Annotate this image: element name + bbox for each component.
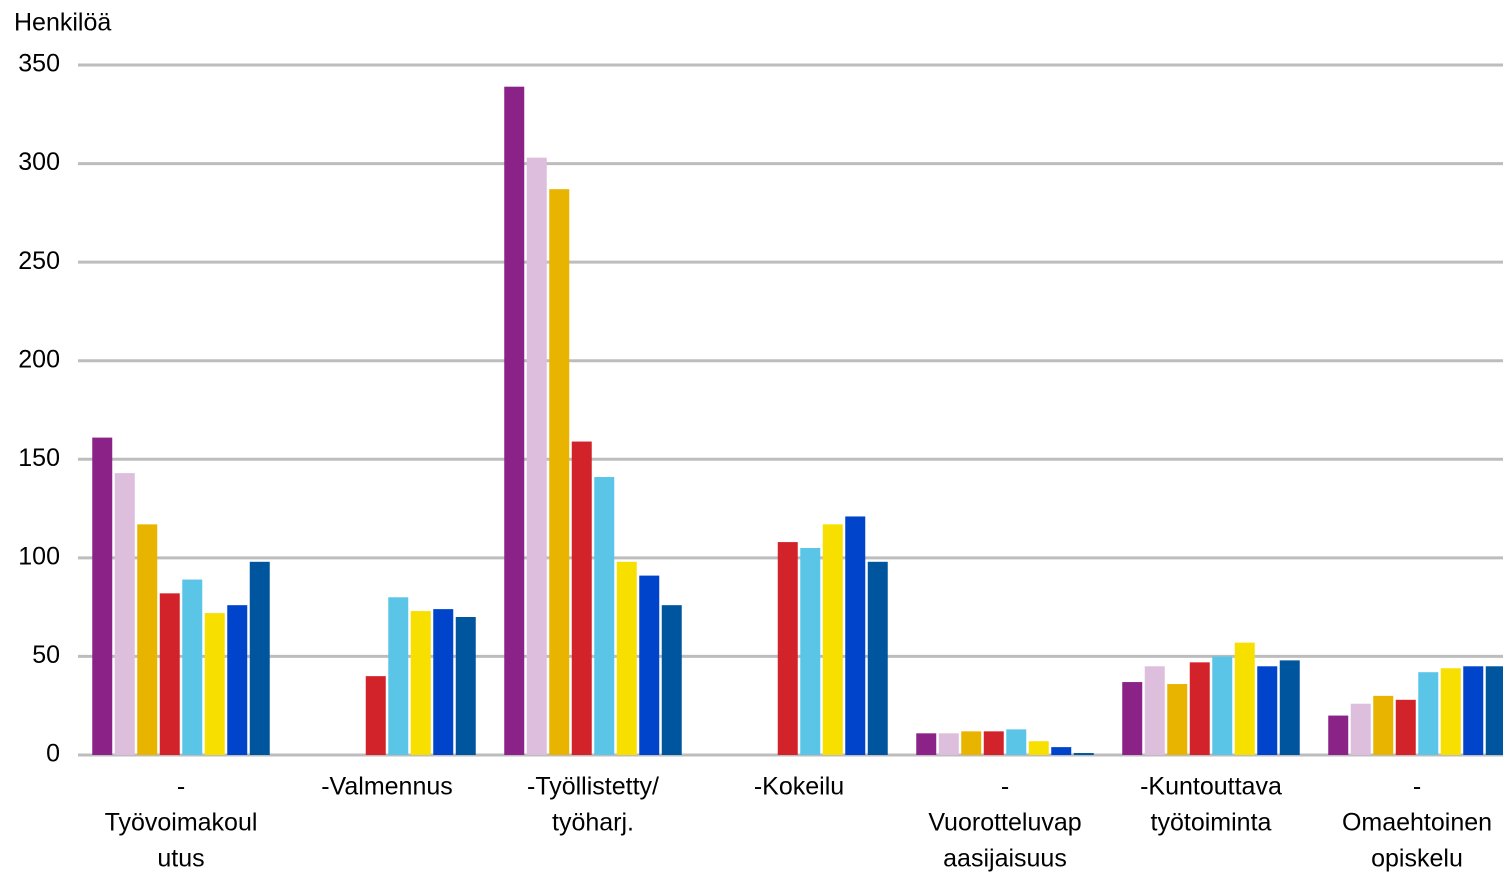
bar <box>159 593 180 755</box>
bar <box>916 733 937 755</box>
bar <box>504 86 525 755</box>
bar <box>204 613 225 755</box>
x-tick-label: Työvoimakoul <box>105 809 258 837</box>
y-tick-label: 150 <box>18 444 60 472</box>
bar <box>227 605 248 755</box>
x-tick-label: -Työllistetty/ <box>527 773 659 801</box>
bar <box>1463 666 1484 755</box>
x-tick-label: aasijaisuus <box>943 845 1067 873</box>
bar <box>1418 672 1439 755</box>
bar <box>182 579 203 755</box>
bar <box>938 733 959 755</box>
bar <box>983 731 1004 755</box>
bar <box>1051 747 1072 755</box>
bar <box>526 157 547 755</box>
bar <box>410 611 431 755</box>
bar <box>1485 666 1503 755</box>
bar <box>1028 741 1049 755</box>
bar <box>455 617 476 755</box>
bar <box>365 676 386 755</box>
bar <box>1122 682 1143 755</box>
bar <box>639 575 660 755</box>
x-tick-label: Vuorotteluvap <box>928 809 1081 837</box>
bar <box>1395 699 1416 755</box>
bar <box>1144 666 1165 755</box>
x-tick-label: työharj. <box>552 809 634 837</box>
bar <box>1328 715 1349 755</box>
y-tick-label: 300 <box>18 148 60 176</box>
bar <box>1167 684 1188 755</box>
bar <box>92 437 113 755</box>
y-tick-label: 250 <box>18 247 60 275</box>
bar <box>1279 660 1300 755</box>
bar <box>867 561 888 755</box>
bar <box>1440 668 1461 755</box>
x-tick-label: - <box>1001 773 1009 801</box>
bar <box>661 605 682 755</box>
y-tick-label: 200 <box>18 345 60 373</box>
x-tick-label: utus <box>157 845 204 873</box>
bar <box>822 524 843 755</box>
y-tick-label: 0 <box>46 740 60 768</box>
bar <box>114 473 135 755</box>
bar <box>1189 662 1210 755</box>
bar <box>777 542 798 755</box>
bar <box>1373 695 1394 755</box>
bar <box>388 597 409 755</box>
bar <box>1006 729 1027 755</box>
x-tick-label: - <box>1413 773 1421 801</box>
bar <box>571 441 592 755</box>
x-tick-label: -Kuntouttava <box>1140 773 1282 801</box>
x-tick-label: -Kokeilu <box>754 773 844 801</box>
x-tick-label: - <box>177 773 185 801</box>
bar <box>1212 656 1233 755</box>
x-tick-label: -Valmennus <box>321 773 453 801</box>
bar <box>549 189 570 755</box>
bar <box>137 524 158 755</box>
x-tick-label: Omaehtoinen <box>1342 809 1492 837</box>
bar <box>800 548 821 755</box>
bar <box>249 561 270 755</box>
bar <box>961 731 982 755</box>
bar <box>1234 642 1255 755</box>
bar <box>1073 753 1094 755</box>
y-axis-label: Henkilöä <box>14 9 111 37</box>
bar <box>1257 666 1278 755</box>
x-tick-label: työtoiminta <box>1151 809 1272 837</box>
bar <box>845 516 866 755</box>
bar <box>433 609 454 755</box>
y-tick-label: 350 <box>18 50 60 78</box>
bar <box>616 561 637 755</box>
bar <box>594 477 615 755</box>
x-tick-label: opiskelu <box>1371 845 1463 873</box>
bar <box>1350 703 1371 755</box>
y-tick-label: 100 <box>18 542 60 570</box>
y-tick-label: 50 <box>32 641 60 669</box>
